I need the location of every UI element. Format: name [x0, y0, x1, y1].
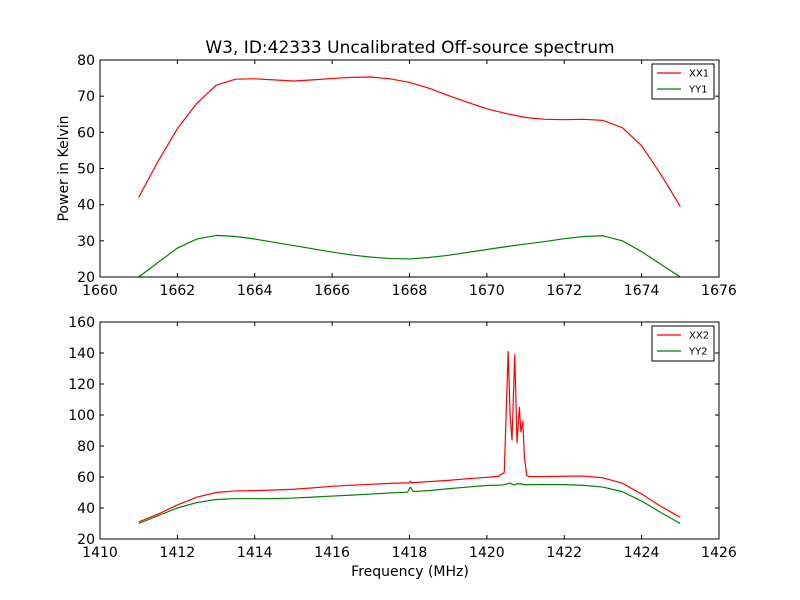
top-subplot: W3, ID:42333 Uncalibrated Off-source spe… [56, 38, 737, 299]
bottom-legend-box [651, 325, 715, 362]
bottom-y-tick-label: 80 [77, 439, 95, 455]
series-line-yy2 [138, 482, 681, 525]
top-ticks: 1660 1662 1664 1666 1668 1670 1672 1674 1676 20 30… [77, 53, 737, 299]
top-y-tick-label: 30 [77, 234, 95, 250]
series-line-xx2 [138, 350, 681, 523]
top-y-axis-label: Power in Kelvin [56, 115, 72, 221]
series-line-yy1 [138, 234, 681, 278]
legend-label-xx1: XX1 [689, 69, 709, 80]
legend-label-yy1: YY1 [688, 85, 708, 96]
bottom-subplot: 1410 1412 1414 1416 1418 1420 1422 1424 1426 20 40… [68, 315, 737, 580]
top-x-tick-label: 1672 [546, 283, 582, 299]
bottom-y-tick-label: 120 [68, 377, 95, 393]
bottom-ticks: 1410 1412 1414 1416 1418 1420 1422 1424 1426 20 40… [68, 315, 737, 561]
bottom-y-tick-label: 100 [68, 408, 95, 424]
bottom-x-tick-label: 1414 [237, 545, 273, 561]
top-y-tick-label: 70 [77, 89, 95, 105]
top-y-tick-label: 40 [77, 198, 95, 214]
bottom-y-tick-label: 140 [68, 346, 95, 362]
bottom-x-tick-label: 1416 [314, 545, 350, 561]
top-y-tick-label: 50 [77, 162, 95, 178]
bottom-x-tick-label: 1418 [392, 545, 428, 561]
chart-title: W3, ID:42333 Uncalibrated Off-source spe… [205, 38, 614, 58]
series-line-xx1 [138, 76, 681, 207]
top-x-tick-label: 1664 [237, 283, 273, 299]
top-x-tick-label: 1676 [701, 283, 737, 299]
bottom-y-tick-label: 60 [77, 470, 95, 486]
x-axis-label: Frequency (MHz) [351, 564, 469, 580]
top-y-tick-label: 20 [77, 270, 95, 286]
bottom-y-tick-label: 20 [77, 532, 95, 548]
bottom-y-tick-label: 160 [68, 315, 95, 331]
bottom-x-tick-label: 1412 [160, 545, 196, 561]
bottom-x-tick-label: 1410 [82, 545, 118, 561]
bottom-x-tick-label: 1420 [469, 545, 505, 561]
bottom-x-tick-label: 1424 [624, 545, 660, 561]
top-x-tick-label: 1666 [314, 283, 350, 299]
top-legend-box [651, 63, 715, 100]
top-x-tick-label: 1674 [624, 283, 660, 299]
top-x-tick-label: 1670 [469, 283, 505, 299]
top-x-tick-label: 1662 [160, 283, 196, 299]
legend-label-yy2: YY2 [688, 347, 708, 358]
top-y-tick-label: 60 [77, 125, 95, 141]
top-y-tick-label: 80 [77, 53, 95, 69]
bottom-x-tick-label: 1426 [701, 545, 737, 561]
top-series-layer [138, 76, 681, 278]
bottom-y-tick-label: 40 [77, 501, 95, 517]
bottom-x-tick-label: 1422 [546, 545, 582, 561]
top-x-tick-label: 1668 [392, 283, 428, 299]
legend-label-xx2: XX2 [689, 331, 709, 342]
top-x-tick-label: 1660 [82, 283, 118, 299]
bottom-series-layer [138, 350, 681, 525]
